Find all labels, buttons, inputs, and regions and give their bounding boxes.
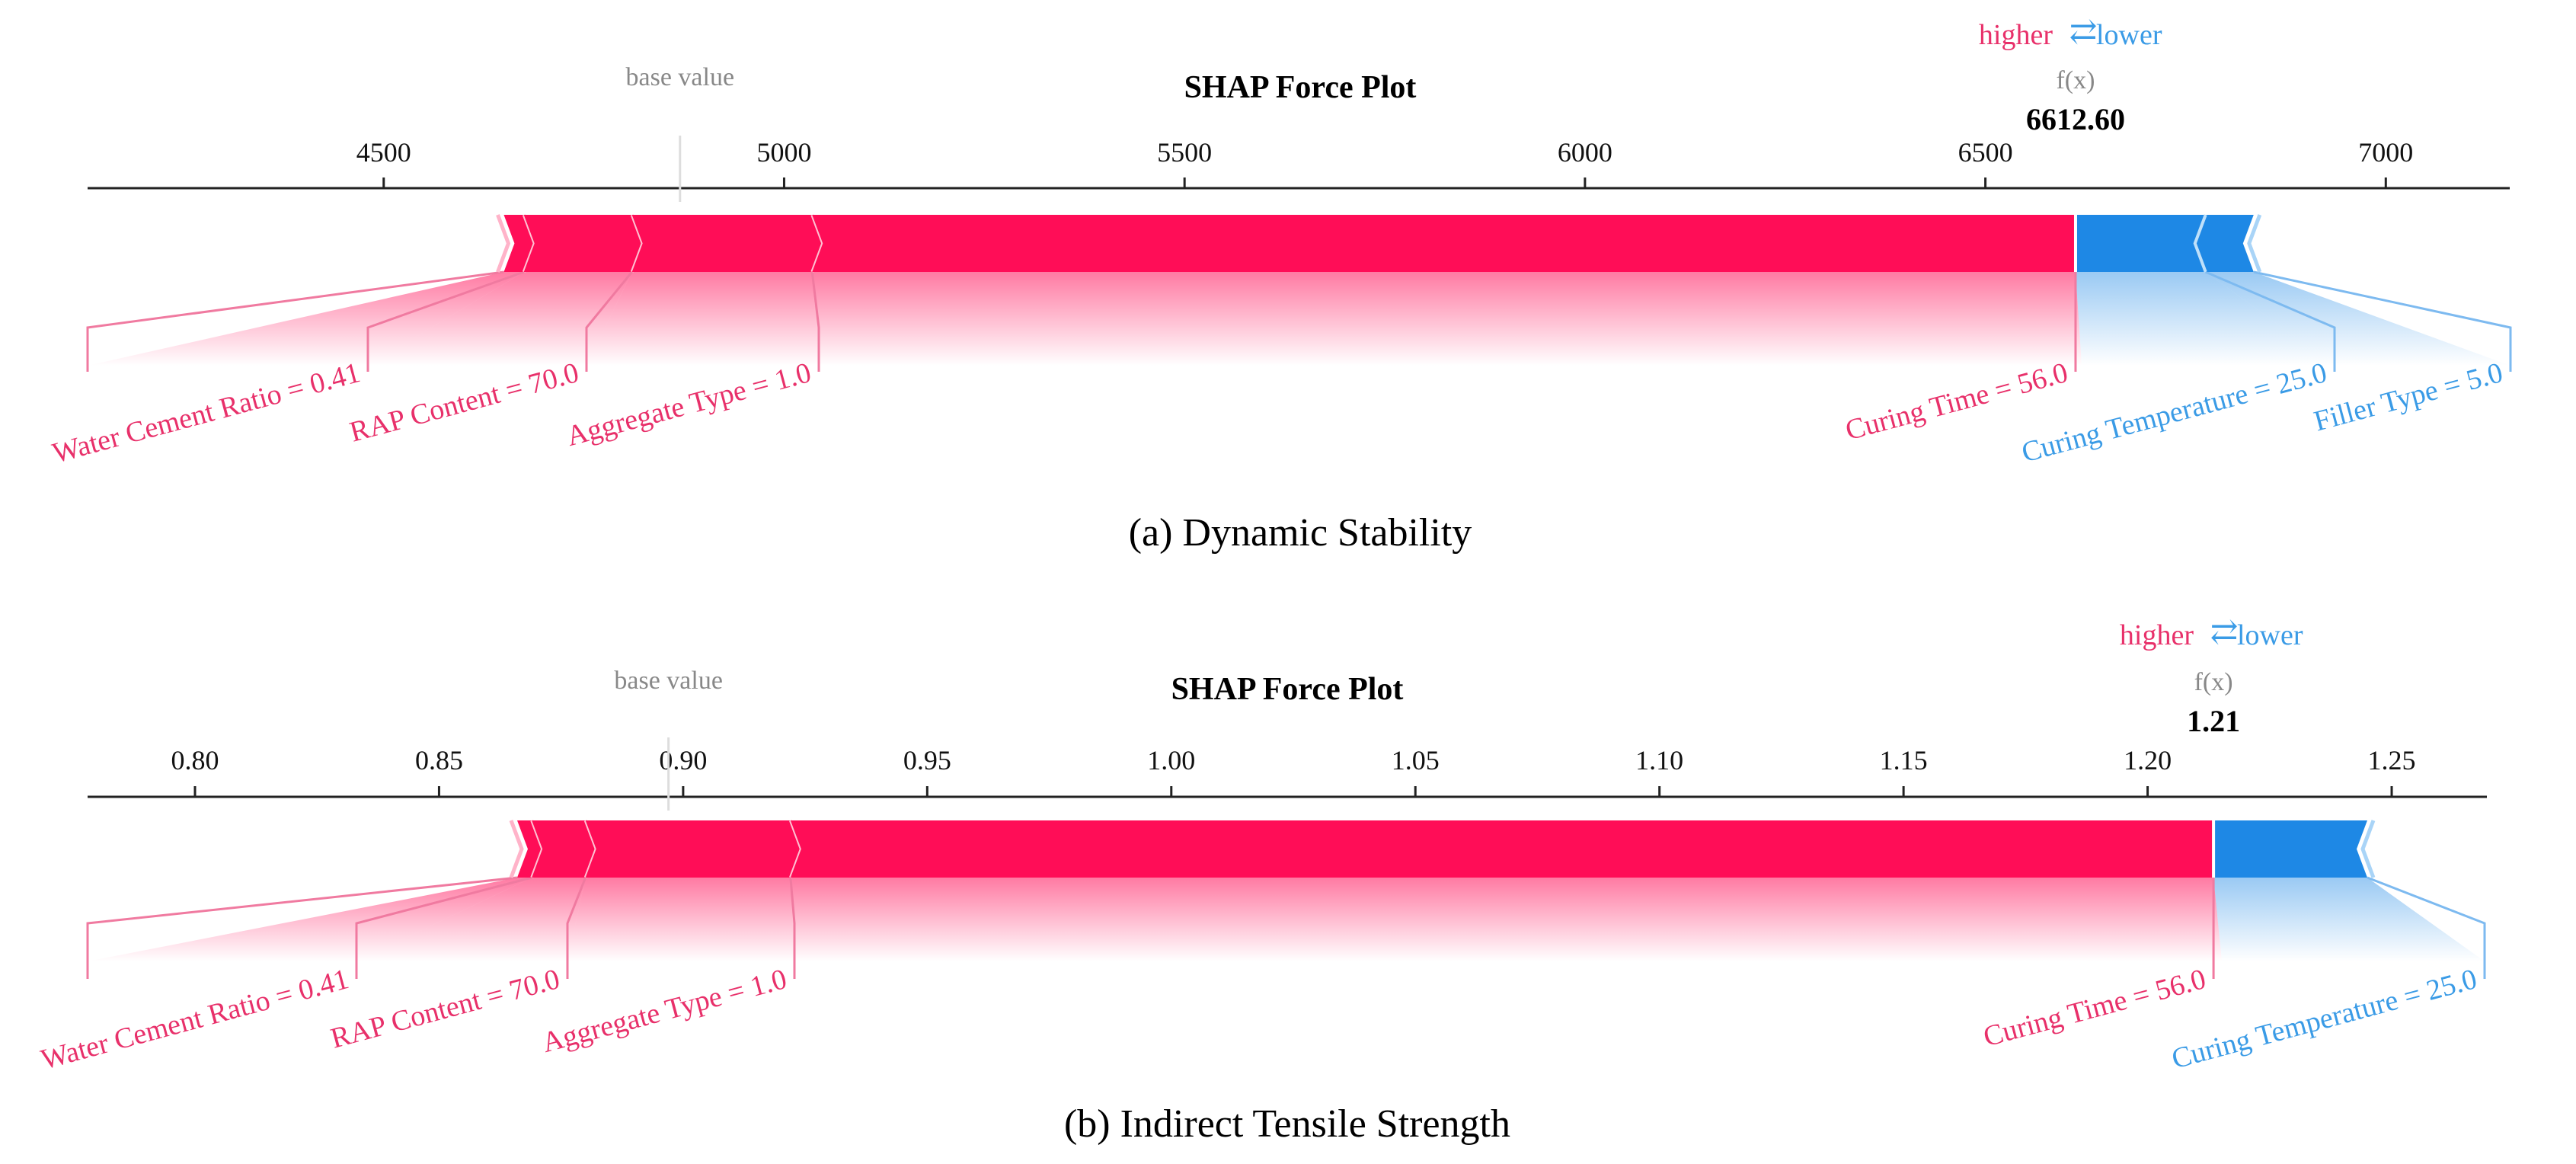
positive-bar-segment	[790, 820, 2214, 878]
feature-connector	[355, 876, 532, 979]
chart-title: SHAP Force Plot	[1171, 672, 1404, 707]
force-bars	[509, 820, 2376, 878]
negative-bar-segment	[2213, 820, 2367, 878]
feature-gradient	[356, 878, 586, 961]
feature-gradient	[368, 272, 632, 366]
feature-connector	[86, 876, 518, 979]
feature-label: Water Cement Ratio = 0.41	[37, 963, 352, 1076]
legend-higher: higher	[2120, 619, 2194, 651]
base-value-label: base value	[626, 63, 735, 91]
x-tick-label: 1.10	[1635, 745, 1683, 775]
feature-connector	[789, 877, 796, 979]
feature-connector	[810, 271, 820, 372]
x-tick-label: 1.00	[1147, 745, 1195, 775]
feature-label: Filler Type = 5.0	[2311, 357, 2507, 437]
x-tick-label: 6000	[1558, 137, 1612, 168]
feature-connector	[566, 877, 587, 979]
negative-bar-segment	[2194, 215, 2254, 272]
x-tick-label: 7000	[2358, 137, 2413, 168]
positive-bar-segment	[631, 215, 823, 272]
feature-label: RAP Content = 70.0	[328, 963, 564, 1055]
bar-tail-edge	[2247, 214, 2262, 273]
feature-gradient	[790, 878, 2222, 961]
segment-separator	[2193, 214, 2207, 273]
feature-gradients	[86, 876, 2486, 979]
x-axis-ticks: 4500 5000 5500 6000 6500 7000	[356, 137, 2413, 188]
force-bars	[496, 214, 2262, 273]
feature-connector	[2253, 270, 2512, 372]
bar-tail-edge	[496, 214, 511, 273]
panel-caption: (b) Indirect Tensile Strength	[1064, 1102, 1510, 1146]
x-tick-label: 0.95	[903, 745, 951, 775]
chart-title: SHAP Force Plot	[1184, 70, 1417, 105]
feature-connector	[585, 271, 633, 372]
legend-lower: lower	[2096, 19, 2162, 51]
positive-bar-segment	[503, 215, 535, 272]
feature-connector	[366, 270, 525, 372]
x-tick-label: 5500	[1157, 137, 1212, 168]
feature-gradient	[2205, 272, 2510, 366]
feature-gradient	[2075, 272, 2335, 366]
positive-bar-segment	[532, 820, 596, 878]
x-tick-label: 0.90	[659, 745, 707, 775]
fx-label: f(x)	[2194, 668, 2233, 696]
x-tick-label: 4500	[356, 137, 411, 168]
x-tick-label: 6500	[1958, 137, 2013, 168]
fx-value: 1.21	[2187, 704, 2240, 738]
fx-value: 6612.60	[2026, 102, 2125, 136]
bar-tail-edge	[509, 820, 524, 878]
feature-label: Aggregate Type = 1.0	[563, 357, 814, 452]
feature-label: Curing Time = 56.0	[1980, 963, 2210, 1053]
fx-label: f(x)	[2056, 66, 2095, 94]
feature-connector	[2205, 270, 2336, 372]
bar-tail-edge	[2360, 820, 2376, 878]
x-tick-label: 1.05	[1392, 745, 1440, 775]
feature-gradient	[88, 878, 532, 961]
legend-lower: lower	[2237, 619, 2303, 651]
feature-gradient	[567, 878, 794, 961]
feature-connector	[2367, 876, 2486, 979]
legend-arrows-icon: ⇄	[2210, 613, 2239, 651]
feature-gradient	[2213, 878, 2485, 961]
legend-higher: higher	[1979, 19, 2053, 51]
panel-indirect-tensile-strength: higher ⇄ lower SHAP Force Plot base valu…	[37, 613, 2487, 1146]
feature-gradient	[812, 272, 2082, 366]
panel-dynamic-stability: higher ⇄ lower SHAP Force Plot base valu…	[49, 13, 2512, 555]
feature-connector	[86, 270, 504, 372]
positive-bar-segment	[812, 215, 2076, 272]
feature-label: Water Cement Ratio = 0.41	[49, 357, 363, 469]
x-tick-label: 1.25	[2368, 745, 2416, 775]
x-tick-label: 0.85	[415, 745, 463, 775]
x-tick-label: 0.80	[171, 745, 219, 775]
x-tick-label: 5000	[756, 137, 811, 168]
base-value-label: base value	[614, 667, 723, 695]
positive-bar-segment	[523, 215, 643, 272]
positive-bar-segment	[585, 820, 801, 878]
x-tick-label: 1.20	[2124, 745, 2172, 775]
negative-bar-segment	[2075, 215, 2206, 272]
x-tick-label: 1.15	[1880, 745, 1928, 775]
feature-label: RAP Content = 70.0	[347, 357, 583, 449]
panel-caption: (a) Dynamic Stability	[1129, 511, 1472, 555]
feature-gradients	[86, 270, 2512, 372]
x-axis-ticks: 0.80 0.85 0.90 0.95 1.00 1.05 1.10 1.15 1.20 1.25	[171, 745, 2416, 797]
feature-gradient	[88, 272, 524, 366]
feature-label: Curing Temperature = 25.0	[2169, 963, 2481, 1075]
legend-arrows-icon: ⇄	[2069, 13, 2098, 50]
feature-label: Aggregate Type = 1.0	[539, 963, 790, 1059]
feature-gradient	[586, 272, 819, 366]
